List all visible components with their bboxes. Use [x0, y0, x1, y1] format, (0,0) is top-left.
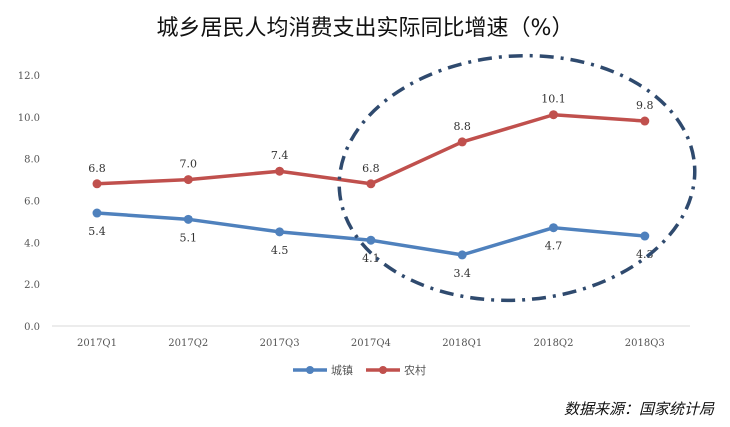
data-label: 7.0: [180, 158, 198, 171]
legend-marker: [306, 366, 314, 374]
data-point: [640, 116, 650, 126]
data-label: 4.3: [636, 248, 654, 261]
data-point: [275, 227, 285, 237]
data-point: [457, 137, 467, 147]
x-tick-label: 2018Q2: [533, 338, 573, 349]
data-point: [183, 175, 193, 185]
data-label: 4.5: [271, 244, 289, 257]
x-tick-label: 2018Q1: [442, 338, 482, 349]
data-label: 5.1: [180, 231, 198, 244]
data-label: 6.8: [88, 162, 106, 175]
data-point: [640, 231, 650, 241]
x-tick-label: 2017Q3: [260, 338, 300, 349]
data-point: [92, 179, 102, 189]
legend-marker: [379, 366, 387, 374]
data-point: [366, 235, 376, 245]
x-tick-label: 2017Q4: [351, 338, 391, 349]
data-point: [549, 110, 558, 120]
data-label: 5.4: [88, 225, 106, 238]
x-tick-label: 2018Q3: [625, 338, 665, 349]
data-label: 7.4: [271, 149, 289, 162]
chart-title: 城乡居民人均消费支出实际同比增速（%）: [156, 16, 574, 41]
y-tick-label: 2.0: [24, 280, 40, 291]
y-tick-label: 0.0: [24, 322, 40, 333]
y-tick-label: 6.0: [24, 197, 40, 208]
data-source: 数据来源：国家统计局: [563, 400, 714, 418]
y-tick-label: 8.0: [24, 155, 40, 166]
data-label: 8.8: [453, 120, 471, 133]
legend-label: 城镇: [331, 363, 353, 377]
data-point: [275, 166, 285, 176]
y-tick-label: 10.0: [18, 113, 40, 124]
legend-label: 农村: [404, 363, 426, 377]
data-label: 6.8: [362, 162, 380, 175]
data-label: 10.1: [541, 93, 566, 106]
data-label: 3.4: [453, 267, 471, 280]
x-tick-label: 2017Q2: [168, 338, 208, 349]
data-point: [457, 250, 467, 260]
x-tick-label: 2017Q1: [77, 338, 117, 349]
y-tick-label: 4.0: [24, 238, 40, 249]
data-label: 4.7: [545, 240, 563, 253]
data-point: [183, 214, 193, 224]
highlight-ellipse: [337, 53, 697, 303]
data-point: [92, 208, 102, 218]
data-label: 4.1: [362, 252, 380, 265]
data-point: [366, 179, 376, 189]
data-label: 9.8: [636, 99, 654, 112]
y-tick-label: 12.0: [18, 71, 40, 82]
data-point: [549, 223, 558, 233]
